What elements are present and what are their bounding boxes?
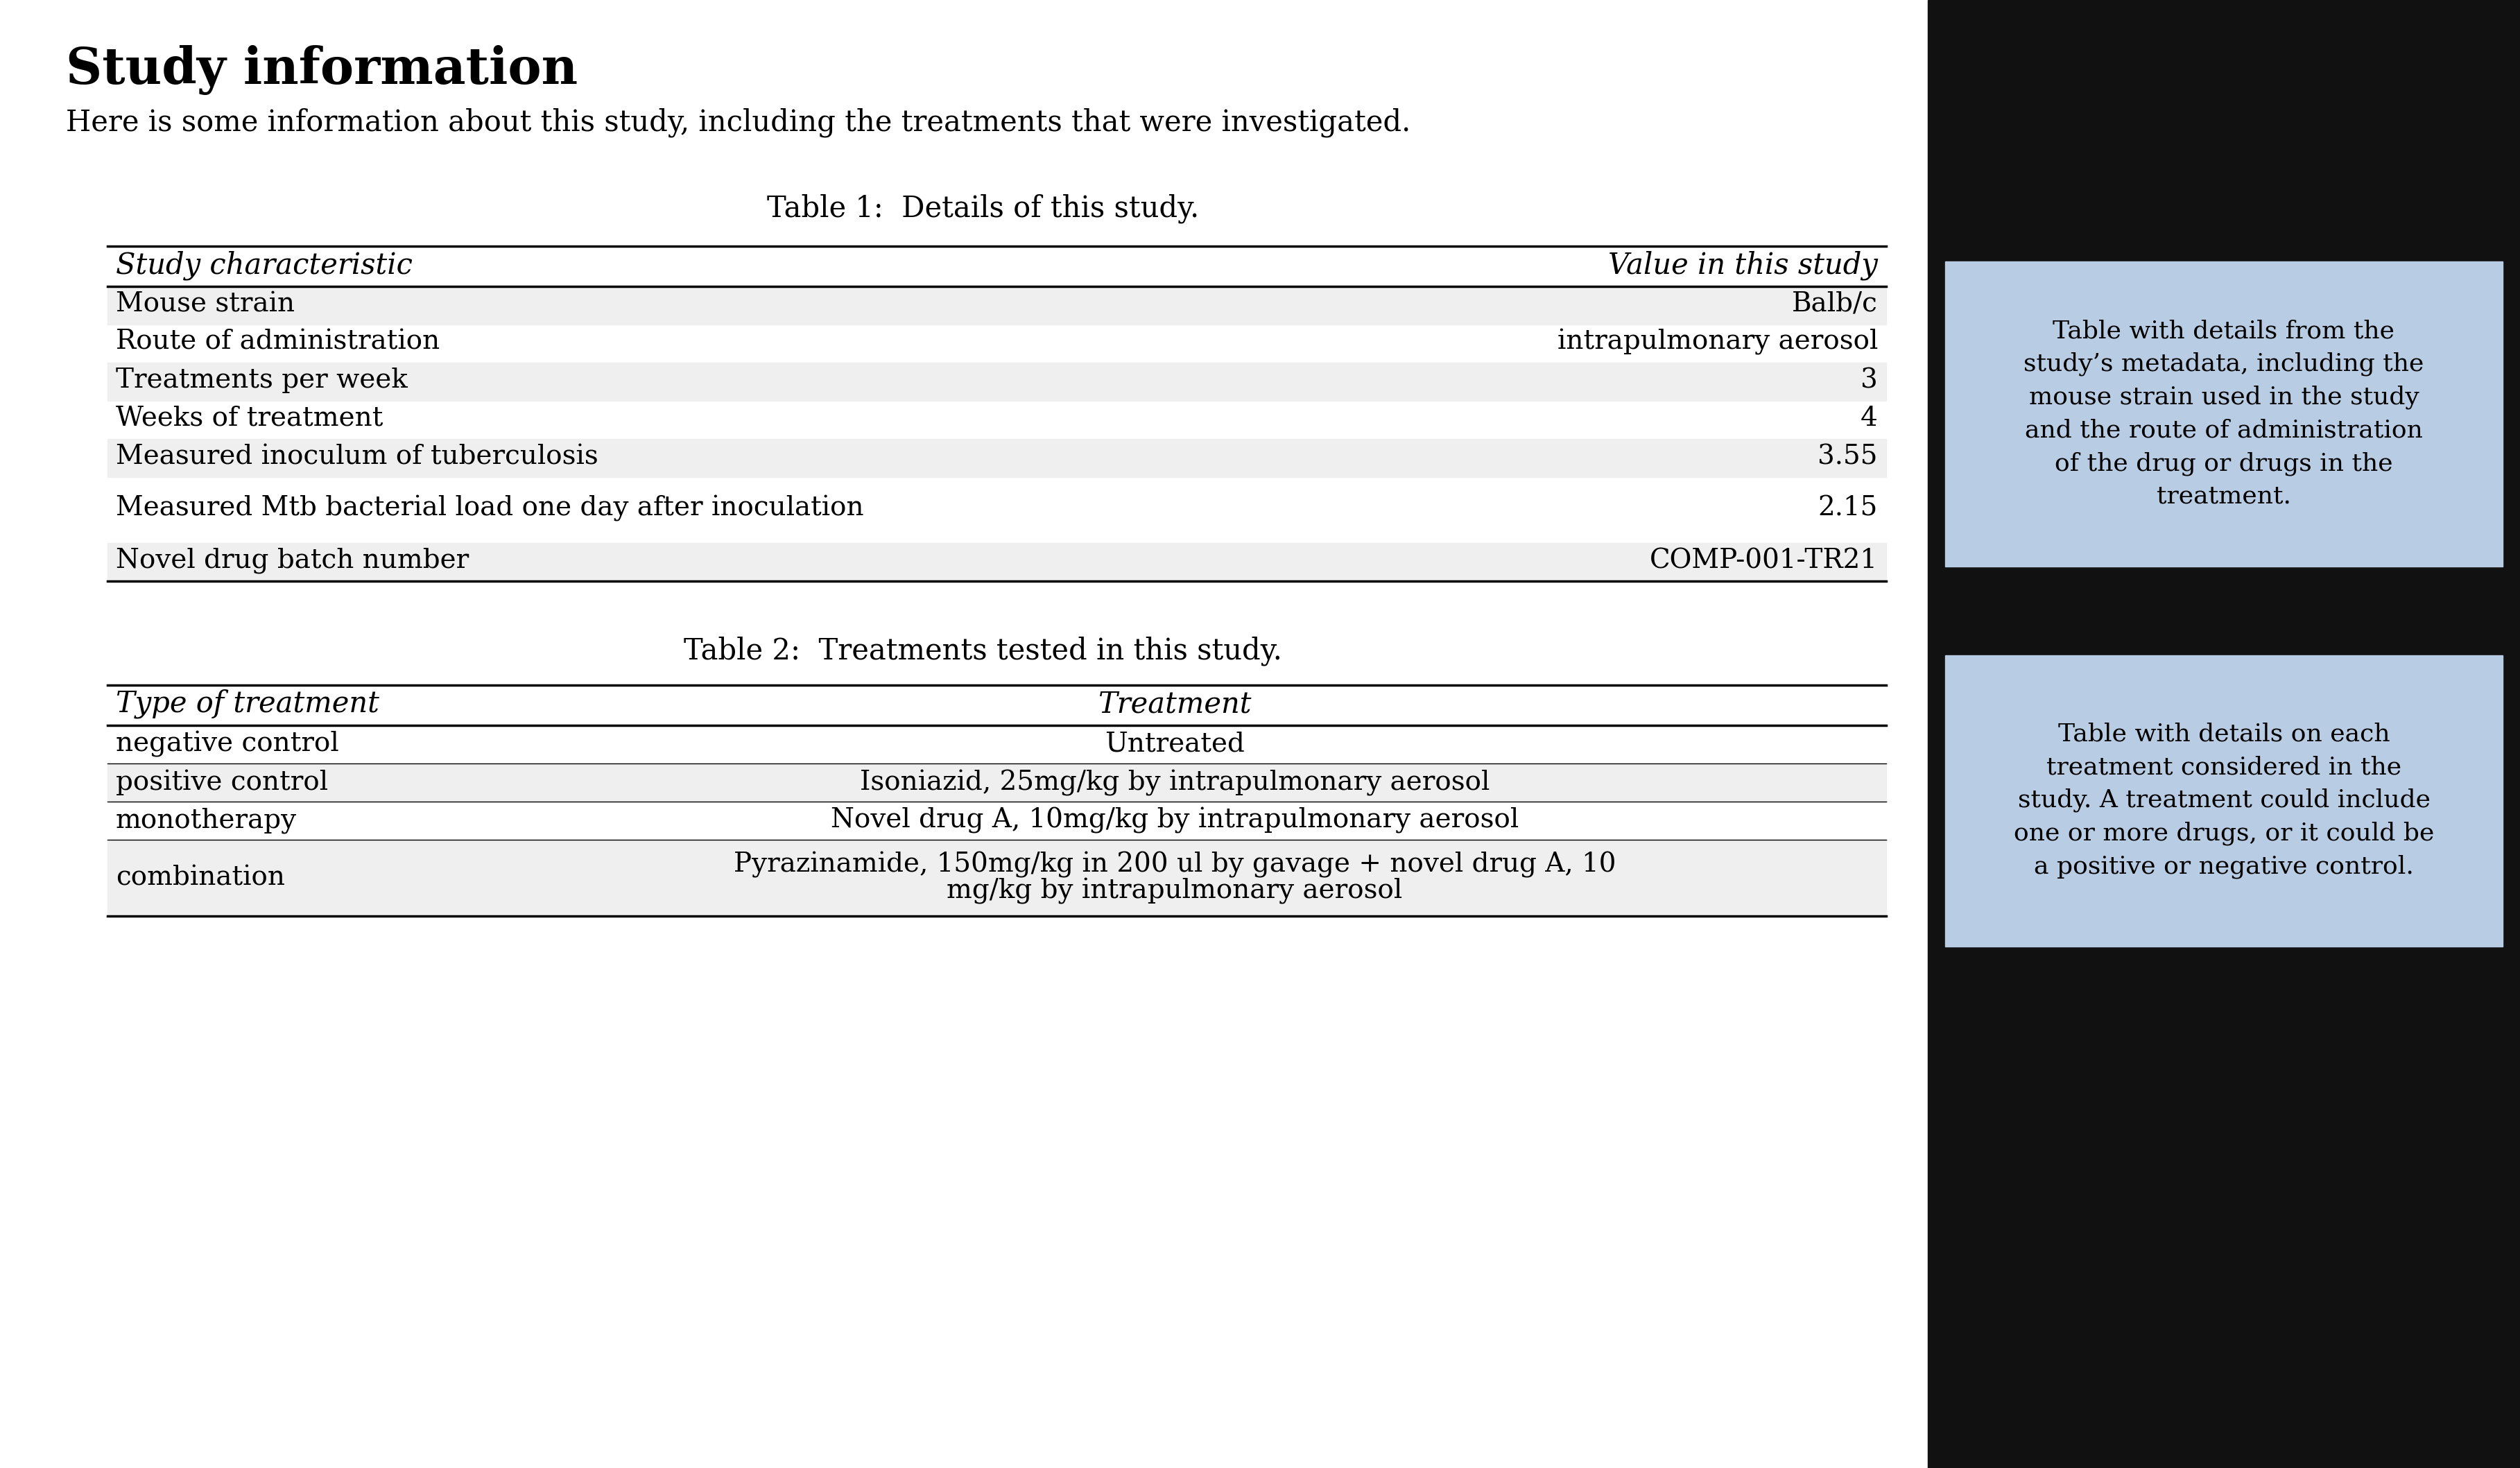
Bar — [1928, 0, 2520, 1468]
Text: 4: 4 — [1860, 405, 1877, 432]
Text: 2.15: 2.15 — [1817, 496, 1877, 521]
Text: positive control: positive control — [116, 769, 328, 796]
Text: Weeks of treatment: Weeks of treatment — [116, 405, 383, 432]
Text: Treatment: Treatment — [1099, 690, 1252, 718]
Text: Here is some information about this study, including the treatments that were in: Here is some information about this stud… — [66, 107, 1411, 137]
Bar — [108, 363, 1885, 401]
Bar — [108, 286, 1885, 324]
Text: Untreated: Untreated — [1104, 731, 1245, 757]
Text: Type of treatment: Type of treatment — [116, 690, 378, 719]
Bar — [108, 763, 1885, 802]
Text: Measured inoculum of tuberculosis: Measured inoculum of tuberculosis — [116, 443, 597, 470]
Text: Table 2:  Treatments tested in this study.: Table 2: Treatments tested in this study… — [683, 637, 1283, 666]
Text: 3: 3 — [1860, 367, 1877, 393]
Bar — [108, 840, 1885, 916]
Text: Isoniazid, 25mg/kg by intrapulmonary aerosol: Isoniazid, 25mg/kg by intrapulmonary aer… — [859, 769, 1489, 796]
Text: Pyrazinamide, 150mg/kg in 200 ul by gavage + novel drug A, 10: Pyrazinamide, 150mg/kg in 200 ul by gava… — [733, 851, 1615, 878]
Bar — [108, 543, 1885, 581]
Text: Route of administration: Route of administration — [116, 329, 441, 355]
Text: mg/kg by intrapulmonary aerosol: mg/kg by intrapulmonary aerosol — [948, 878, 1404, 904]
Bar — [1945, 261, 2502, 567]
Text: Value in this study: Value in this study — [1608, 251, 1877, 280]
Text: Table with details on each
treatment considered in the
study. A treatment could : Table with details on each treatment con… — [2013, 722, 2434, 879]
Text: COMP-001-TR21: COMP-001-TR21 — [1651, 548, 1877, 574]
Bar — [108, 439, 1885, 477]
Bar — [1945, 655, 2502, 947]
Text: monotherapy: monotherapy — [116, 807, 297, 834]
Text: 3.55: 3.55 — [1817, 443, 1877, 470]
Text: intrapulmonary aerosol: intrapulmonary aerosol — [1557, 329, 1877, 355]
Text: negative control: negative control — [116, 731, 338, 757]
Text: Study characteristic: Study characteristic — [116, 251, 413, 280]
Text: Table with details from the
study’s metadata, including the
mouse strain used in: Table with details from the study’s meta… — [2024, 319, 2424, 508]
Text: Study information: Study information — [66, 46, 577, 95]
Text: Novel drug batch number: Novel drug batch number — [116, 548, 469, 574]
Text: Novel drug A, 10mg/kg by intrapulmonary aerosol: Novel drug A, 10mg/kg by intrapulmonary … — [832, 807, 1520, 834]
Text: Treatments per week: Treatments per week — [116, 367, 408, 393]
Text: combination: combination — [116, 865, 285, 891]
Text: Table 1:  Details of this study.: Table 1: Details of this study. — [766, 194, 1200, 223]
Text: Mouse strain: Mouse strain — [116, 291, 295, 317]
Text: Measured Mtb bacterial load one day after inoculation: Measured Mtb bacterial load one day afte… — [116, 496, 864, 521]
Text: Balb/c: Balb/c — [1792, 291, 1877, 317]
